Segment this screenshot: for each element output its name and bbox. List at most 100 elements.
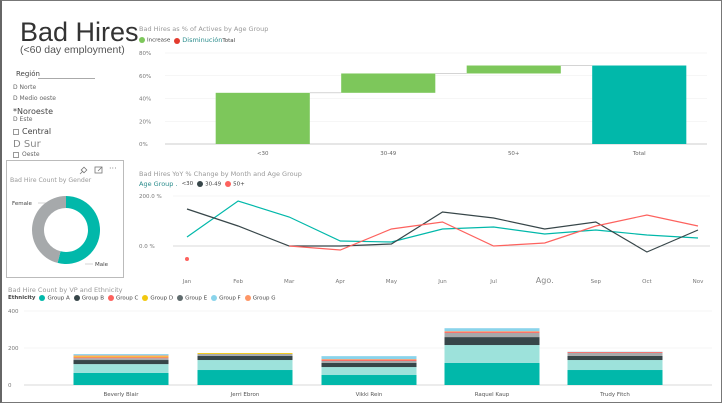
bar-segment[interactable] [444,328,540,332]
ethnicity-bar-chart: 0 200 400 Beverly Blair Jerri Ebron Vikki Rei… [8,309,712,398]
bar-segment[interactable] [321,362,417,368]
y-tick-label: 0 [8,383,12,389]
x-tick-label: Beverly Blair [103,392,139,398]
bar-segment[interactable] [73,360,169,365]
legend-item[interactable]: Group A [39,295,70,302]
slicer-item[interactable]: *Noroeste [13,107,53,116]
waterfall-chart: 0% 20% 40% 60% 80% <30 30-49 50+ Total [139,51,707,157]
bar-segment[interactable] [197,360,293,371]
gender-chart: ··· Bad Hire Count by Gender Female Male [10,164,117,268]
bar-segment[interactable] [321,356,417,360]
x-tick-label: Sep [591,279,602,285]
y-tick-label: 20% [139,119,151,125]
checkbox-icon[interactable] [13,151,19,158]
bar-segment[interactable] [321,360,417,363]
female-label: Female [12,201,33,207]
bar-segment[interactable] [197,355,293,361]
slicer-item[interactable]: Oeste [13,151,40,158]
legend-dot-icon [73,295,80,301]
yoy-chart-title: Bad Hires YoY % Change by Month and Age … [139,170,302,178]
bar-segment[interactable] [321,367,417,376]
focus-mode-icon[interactable] [94,166,103,174]
slicer-item[interactable]: D Norte [13,84,36,91]
y-tick-label: 200.0 % [139,194,162,200]
x-tick-label: Mar [284,279,295,285]
bar-segment[interactable] [321,360,417,361]
x-tick-label: Raquel Kaup [475,392,510,398]
checkbox-icon[interactable] [13,128,19,135]
bar-segment[interactable] [197,353,293,356]
x-tick-label: Jun [437,279,447,285]
gender-chart-title: Bad Hire Count by Gender [10,177,92,184]
x-tick-label: Total [632,151,646,157]
x-tick-label: Jerri Ebron [230,392,260,398]
bar-segment[interactable] [444,337,540,346]
waterfall-bar[interactable] [341,73,436,93]
donut-slice-male[interactable] [57,196,101,264]
slicer-divider [38,78,95,79]
bar-segment[interactable] [567,355,663,361]
x-tick-label: 50+ [508,151,520,157]
gender-tile[interactable]: ··· Bad Hire Count by Gender Female Male [6,160,124,278]
region-slicer-title: Región [16,70,40,78]
bar-segment[interactable] [73,355,169,357]
bar-segment[interactable] [197,370,293,385]
bar-segment[interactable] [73,358,169,361]
slicer-item-label: D Norte [13,84,37,91]
slicer-item[interactable]: Central [13,127,51,136]
legend-decrease[interactable]: DisminuciónTotal [174,36,235,44]
bar-segment[interactable] [444,362,540,385]
bar-segment[interactable] [444,332,540,334]
slicer-item[interactable]: D Este [13,116,33,123]
legend-item[interactable]: Group G [244,295,275,302]
donut-slice-female[interactable] [32,196,66,263]
bar-segment[interactable] [444,331,540,333]
bar-segment[interactable] [444,333,540,338]
bar-segment[interactable] [73,364,169,373]
ethnicity-legend: Ethnicity Group A Group B Group C Group D Gr… [8,295,275,302]
slicer-item-label: D Sur [13,139,41,150]
slicer-item[interactable]: D Sur [13,139,41,150]
bar-segment[interactable] [321,359,417,361]
yoy-legend-title: Age Group . [139,180,178,188]
bar-segment[interactable] [73,356,169,358]
page-title: Bad Hires [20,17,139,47]
legend-item[interactable]: Group B [73,295,104,302]
pin-icon[interactable] [79,166,88,175]
legend-item[interactable]: Group D [142,295,173,302]
bar-segment[interactable] [73,357,169,359]
waterfall-bar[interactable] [592,65,687,144]
y-tick-label: 200 [8,346,19,352]
series-line-50+[interactable] [289,214,699,251]
bar-segment[interactable] [567,352,663,353]
waterfall-bar[interactable] [215,92,310,144]
legend-under-30[interactable]: <30 [181,181,194,187]
slicer-item-label: D Medio oeste [13,95,56,102]
legend-item[interactable]: Group F [211,295,241,302]
bar-segment[interactable] [567,352,663,356]
x-tick-label: Nov [693,279,704,285]
waterfall-chart-title: Bad Hires as % of Actives by Age Group [139,25,269,33]
bar-segment[interactable] [197,352,293,354]
legend-increase[interactable]: Increase [139,36,170,43]
legend-item[interactable]: Group C [108,295,138,302]
slicer-item[interactable]: D Medio oeste [13,95,56,102]
x-tick-label: Jul [489,279,497,285]
waterfall-legend: Increase DisminuciónTotal [139,36,235,44]
series-dot-icon [225,180,232,187]
x-tick-label: Ago. [536,276,554,285]
bar-segment[interactable] [321,375,417,385]
more-options-icon[interactable]: ··· [109,164,117,173]
legend-item[interactable]: Group E [177,295,207,302]
bar-segment[interactable] [567,370,663,385]
bar-segment[interactable] [73,354,169,356]
bar-segment[interactable] [567,360,663,371]
x-tick-label: 30-49 [380,151,396,157]
waterfall-bar[interactable] [466,65,561,74]
legend-50-plus[interactable]: 50+ [225,180,245,187]
legend-30-49[interactable]: 30-49 [197,180,221,187]
series-line-30-49[interactable] [186,208,699,253]
bar-segment[interactable] [444,345,540,363]
bar-segment[interactable] [73,372,169,385]
data-point[interactable] [185,257,189,261]
